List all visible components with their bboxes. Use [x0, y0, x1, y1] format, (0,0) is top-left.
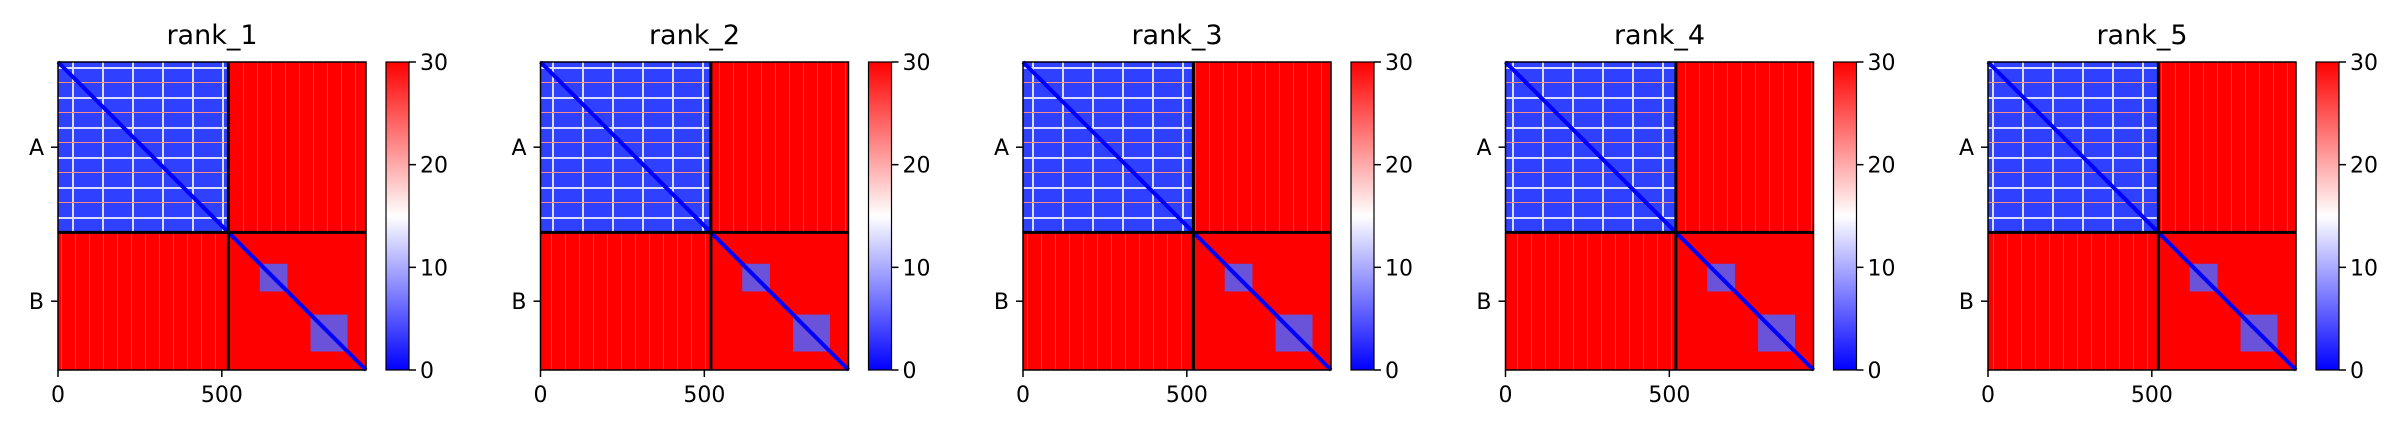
colorbar-tick-label: 20 — [1385, 154, 1413, 179]
x-tick-label: 500 — [683, 383, 725, 408]
colorbar-tick-label: 0 — [420, 359, 434, 384]
heatmap-diagonal — [539, 60, 850, 372]
panel-title: rank_2 — [649, 20, 740, 51]
x-tick-label: 0 — [1016, 383, 1030, 408]
colorbar-tick-label: 10 — [903, 256, 931, 281]
heatmap-block-ba — [1505, 232, 1676, 370]
heatmap-block-ab — [1193, 62, 1331, 233]
heatmap-panel: rank_1 A B 0 500 0 10 20 30 — [29, 20, 448, 408]
x-tick-label: 0 — [51, 383, 65, 408]
x-tick-label: 500 — [1166, 383, 1208, 408]
y-tick-label: A — [1959, 136, 1974, 161]
plot-frame — [57, 61, 367, 371]
colorbar-tick-label: 30 — [1868, 51, 1896, 76]
colorbar-tick-label: 10 — [1385, 256, 1413, 281]
colorbar-tick-label: 30 — [420, 51, 448, 76]
panel-title: rank_3 — [1131, 20, 1222, 51]
x-tick-label: 0 — [1981, 383, 1995, 408]
colorbar-tick-label: 20 — [903, 154, 931, 179]
y-tick-label: A — [29, 136, 44, 161]
heatmap-panel: rank_5 A B 0 500 0 10 20 30 — [1959, 20, 2378, 408]
heatmap-diagonal — [1504, 60, 1815, 372]
colorbar-tick-label: 0 — [2350, 359, 2364, 384]
heatmap-block-ab — [228, 62, 366, 233]
plot-frame — [539, 61, 850, 371]
colorbar — [867, 61, 893, 371]
heatmap-panel: rank_2 A B 0 500 0 10 20 30 — [511, 20, 930, 408]
y-tick-label: B — [29, 290, 44, 315]
panel-title: rank_1 — [166, 20, 257, 51]
colorbar — [2315, 61, 2340, 371]
colorbar-tick-label: 30 — [1385, 51, 1413, 76]
y-tick-label: B — [1959, 290, 1974, 315]
heatmap-block-ab — [2158, 62, 2296, 233]
x-tick-label: 0 — [534, 383, 548, 408]
heatmap-diagonal — [56, 60, 368, 372]
panel-title: rank_5 — [2096, 20, 2187, 51]
x-tick-label: 500 — [201, 383, 243, 408]
colorbar-tick-label: 10 — [2350, 256, 2378, 281]
y-tick-label: B — [1476, 290, 1491, 315]
heatmap-panel: rank_3 A B 0 500 0 10 20 30 — [994, 20, 1413, 408]
colorbar-tick-label: 0 — [1868, 359, 1882, 384]
heatmap-block-ba — [1988, 232, 2159, 370]
colorbar-tick-label: 10 — [1868, 256, 1896, 281]
colorbar-tick-label: 30 — [903, 51, 931, 76]
x-tick-label: 0 — [1499, 383, 1513, 408]
colorbar-tick-label: 10 — [420, 256, 448, 281]
heatmap-block-ba — [58, 232, 229, 370]
colorbar-tick-label: 20 — [2350, 154, 2378, 179]
y-tick-label: B — [994, 290, 1009, 315]
colorbar — [385, 61, 410, 371]
y-tick-label: A — [1476, 136, 1491, 161]
x-tick-label: 500 — [1648, 383, 1690, 408]
y-tick-label: A — [511, 136, 526, 161]
heatmap-diagonal — [1021, 60, 1333, 372]
colorbar-tick-label: 20 — [420, 154, 448, 179]
heatmap-block-ba — [1023, 232, 1194, 370]
heatmap-block-ab — [710, 62, 849, 233]
colorbar — [1350, 61, 1375, 371]
x-tick-label: 500 — [2131, 383, 2173, 408]
colorbar-tick-label: 0 — [903, 359, 917, 384]
plot-frame — [1022, 61, 1332, 371]
plot-frame — [1987, 61, 2297, 371]
colorbar — [1832, 61, 1858, 371]
colorbar-tick-label: 20 — [1868, 154, 1896, 179]
heatmap-block-ab — [1675, 62, 1814, 233]
plot-frame — [1504, 61, 1815, 371]
y-tick-label: A — [994, 136, 1009, 161]
heatmap-block-ba — [540, 232, 711, 370]
y-tick-label: B — [511, 290, 526, 315]
heatmap-diagonal — [1986, 60, 2298, 372]
panel-title: rank_4 — [1614, 20, 1705, 51]
colorbar-tick-label: 0 — [1385, 359, 1399, 384]
colorbar-tick-label: 30 — [2350, 51, 2378, 76]
heatmap-panel: rank_4 A B 0 500 0 10 20 30 — [1476, 20, 1895, 408]
